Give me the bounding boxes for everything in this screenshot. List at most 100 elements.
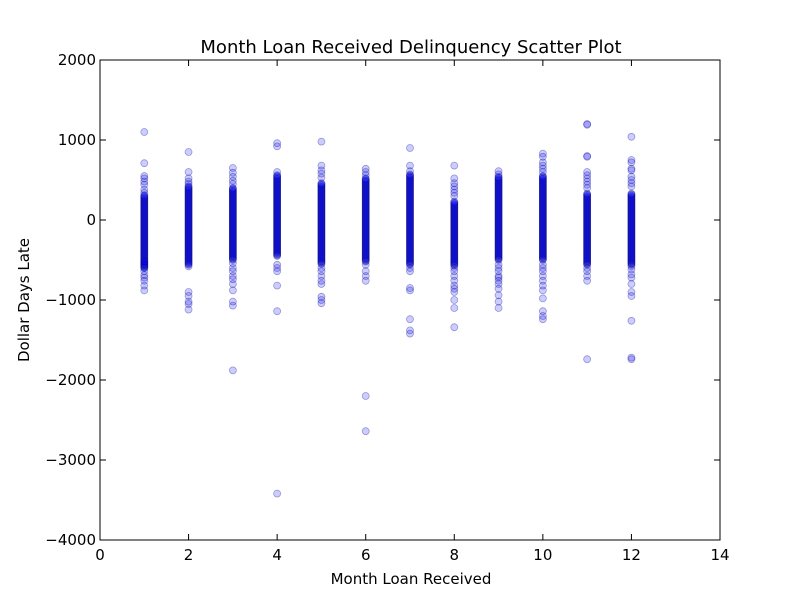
data-point — [361, 182, 370, 191]
x-tick-label: 14 — [710, 546, 729, 564]
data-point — [273, 188, 282, 197]
data-point — [583, 254, 592, 263]
data-point — [627, 236, 636, 245]
data-point — [184, 204, 193, 212]
data-point — [361, 199, 370, 208]
data-point — [184, 248, 193, 256]
data-point — [228, 224, 237, 232]
data-point — [583, 212, 592, 221]
data-point — [361, 250, 370, 259]
data-point — [361, 196, 370, 205]
data-point — [406, 199, 414, 208]
data-point — [627, 249, 636, 258]
data-point — [406, 200, 414, 209]
data-point — [494, 236, 503, 245]
data-point — [538, 225, 547, 234]
data-point — [184, 244, 193, 253]
data-point — [317, 246, 326, 255]
data-point — [317, 227, 326, 236]
data-point — [273, 190, 282, 199]
data-point — [140, 226, 149, 235]
data-point — [450, 228, 459, 237]
data-point — [450, 250, 459, 259]
data-point — [450, 248, 459, 256]
data-point — [184, 148, 193, 156]
data-point — [361, 174, 370, 183]
data-point — [494, 216, 503, 225]
data-point — [406, 197, 414, 206]
data-point — [140, 196, 149, 204]
data-point — [538, 207, 547, 216]
data-point — [538, 187, 547, 196]
data-point — [450, 219, 459, 228]
data-point — [494, 177, 503, 186]
data-point — [583, 250, 592, 259]
data-point — [494, 190, 503, 199]
data-point — [406, 256, 414, 264]
data-point — [494, 297, 503, 306]
data-point — [583, 206, 592, 215]
data-point — [273, 193, 282, 202]
data-point — [184, 250, 193, 259]
data-point — [228, 249, 237, 258]
data-point — [627, 292, 636, 300]
data-point — [228, 211, 237, 220]
data-point — [140, 240, 149, 248]
data-point — [450, 249, 459, 258]
data-point — [583, 256, 592, 265]
data-point — [228, 208, 237, 217]
data-point — [627, 238, 636, 247]
data-point — [583, 246, 592, 255]
data-point — [361, 231, 370, 240]
data-point — [361, 178, 370, 187]
data-point — [406, 188, 414, 197]
data-point — [494, 204, 503, 212]
data-point — [184, 237, 193, 246]
data-point — [627, 217, 636, 226]
data-point — [583, 237, 592, 246]
data-point — [450, 304, 459, 312]
data-point — [450, 182, 459, 191]
data-point — [273, 238, 282, 247]
data-point — [140, 249, 149, 258]
data-point — [538, 161, 547, 170]
data-point — [273, 168, 282, 176]
data-point — [406, 192, 414, 200]
data-point — [450, 210, 459, 219]
data-point — [140, 248, 149, 257]
data-point — [228, 225, 237, 234]
data-point — [627, 244, 636, 253]
data-point — [583, 202, 592, 211]
data-point — [228, 236, 237, 244]
data-point — [406, 172, 414, 180]
data-point — [228, 301, 237, 310]
data-point — [627, 242, 636, 251]
data-point — [273, 267, 282, 276]
data-point — [627, 222, 636, 231]
data-point — [140, 251, 149, 260]
data-point — [361, 235, 370, 244]
data-point — [406, 177, 414, 186]
data-point — [184, 201, 193, 210]
data-point — [538, 312, 547, 320]
data-point — [273, 188, 282, 196]
data-point — [361, 193, 370, 202]
data-point — [317, 196, 326, 205]
data-point — [406, 161, 414, 170]
data-point — [494, 227, 503, 236]
data-point — [450, 229, 459, 238]
data-point — [317, 242, 326, 251]
data-point — [538, 178, 547, 187]
data-point — [228, 203, 237, 212]
data-point — [406, 267, 414, 276]
data-point — [317, 254, 326, 263]
data-point — [450, 252, 459, 260]
data-point — [627, 211, 636, 220]
data-point — [538, 200, 547, 208]
data-point — [228, 247, 237, 256]
data-point — [538, 231, 547, 240]
data-point — [627, 158, 636, 167]
data-point — [538, 164, 547, 173]
data-point — [627, 252, 636, 261]
data-point — [406, 170, 414, 179]
